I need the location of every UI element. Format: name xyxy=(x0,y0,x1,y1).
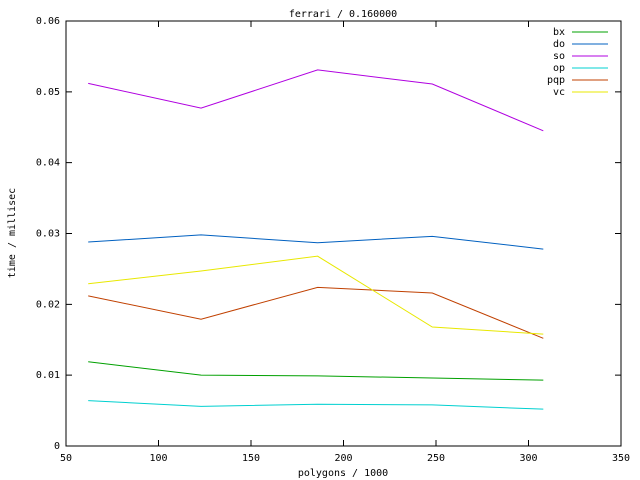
y-tick-label: 0.03 xyxy=(36,229,60,240)
legend-label: op xyxy=(553,63,565,74)
legend-label: bx xyxy=(553,27,565,38)
series-line xyxy=(88,286,544,339)
legend-label: so xyxy=(553,51,565,62)
x-axis-label: polygons / 1000 xyxy=(298,468,388,479)
y-tick-label: 0.04 xyxy=(36,158,60,169)
series-line xyxy=(88,255,544,335)
x-tick-label: 300 xyxy=(519,453,537,464)
x-tick-label: 350 xyxy=(612,453,630,464)
legend-label: do xyxy=(553,39,565,50)
x-tick-label: 100 xyxy=(149,453,167,464)
x-tick-label: 150 xyxy=(242,453,260,464)
y-tick-label: 0.05 xyxy=(36,87,60,98)
y-tick-label: 0.01 xyxy=(36,370,60,381)
series-line xyxy=(88,234,544,250)
legend-label: vc xyxy=(553,87,565,98)
y-tick-label: 0.06 xyxy=(36,16,60,27)
legend-label: pqp xyxy=(547,75,565,86)
x-tick-label: 50 xyxy=(60,453,72,464)
x-tick-label: 250 xyxy=(427,453,445,464)
series-line xyxy=(88,400,544,410)
y-axis-label: time / millisec xyxy=(7,188,18,278)
y-tick-label: 0.02 xyxy=(36,299,60,310)
chart-title: ferrari / 0.160000 xyxy=(289,9,397,20)
x-tick-label: 200 xyxy=(334,453,352,464)
y-tick-label: 0 xyxy=(54,441,60,452)
series-line xyxy=(88,69,544,132)
series-line xyxy=(88,361,544,381)
